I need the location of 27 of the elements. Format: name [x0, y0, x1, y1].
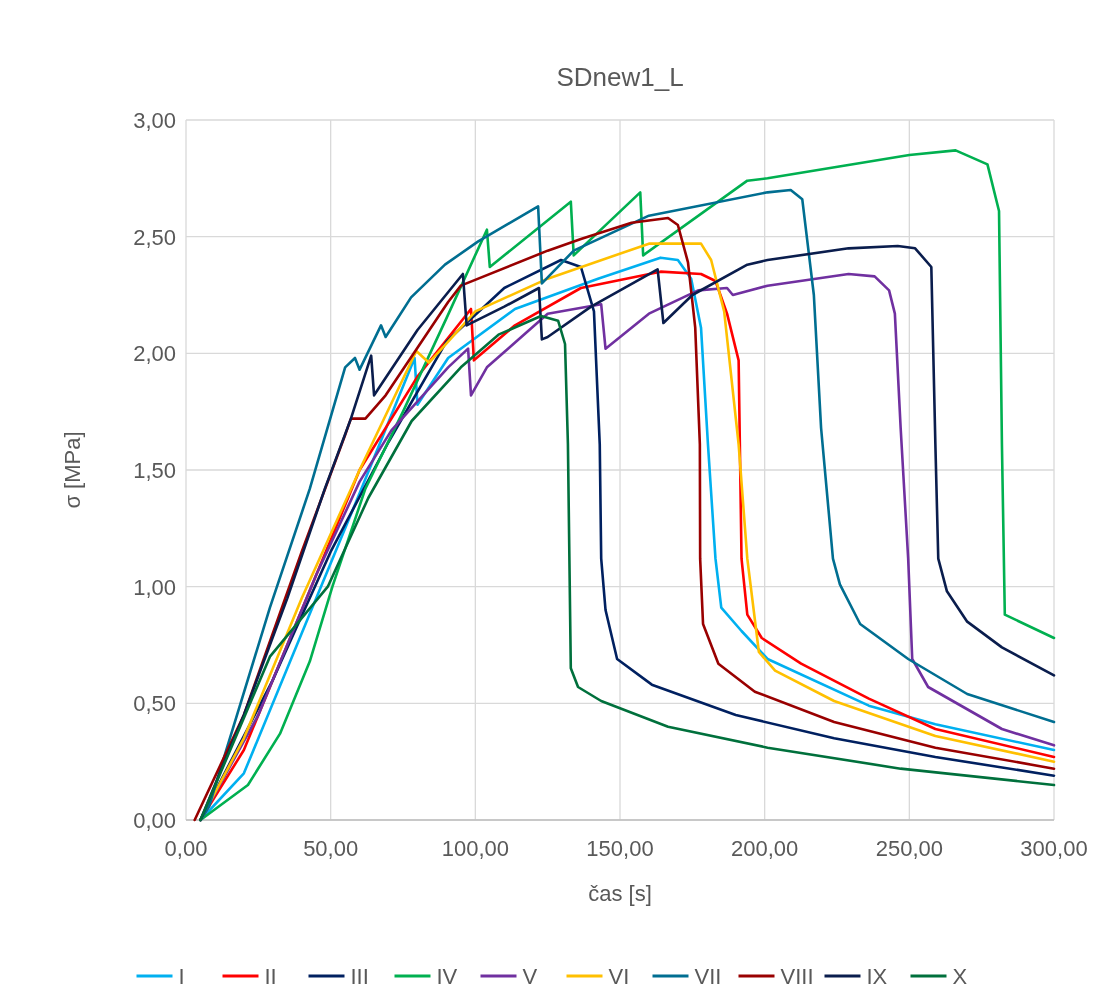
legend-label: I [178, 964, 185, 989]
legend-label: X [952, 964, 968, 989]
legend-label: V [522, 964, 538, 989]
y-tick-label: 2,50 [133, 224, 176, 250]
x-axis-title: čas [s] [588, 881, 652, 906]
legend-label: IX [866, 964, 888, 989]
legend-label: VII [694, 964, 722, 989]
x-tick-label: 300,00 [1020, 836, 1088, 861]
y-axis-title: σ [MPa] [60, 431, 85, 509]
legend-label: VIII [780, 964, 814, 989]
y-tick-label: 3,00 [133, 108, 176, 133]
x-tick-label: 150,00 [586, 836, 654, 861]
x-tick-label: 50,00 [303, 836, 359, 861]
chart-title: SDnew1_L [556, 62, 684, 92]
x-tick-label: 250,00 [875, 836, 943, 861]
x-tick-label: 0,00 [164, 836, 208, 861]
y-tick-label: 0,00 [133, 808, 176, 833]
y-tick-label: 0,50 [133, 691, 176, 717]
legend-label: III [350, 964, 369, 989]
x-tick-label: 200,00 [731, 836, 799, 861]
y-tick-label: 1,00 [133, 574, 176, 600]
legend-label: IV [436, 964, 458, 989]
legend-label: II [264, 964, 277, 989]
y-tick-label: 1,50 [133, 458, 176, 483]
legend-label: VI [608, 964, 630, 989]
y-tick-label: 2,00 [133, 341, 176, 367]
x-tick-label: 100,00 [441, 836, 509, 861]
